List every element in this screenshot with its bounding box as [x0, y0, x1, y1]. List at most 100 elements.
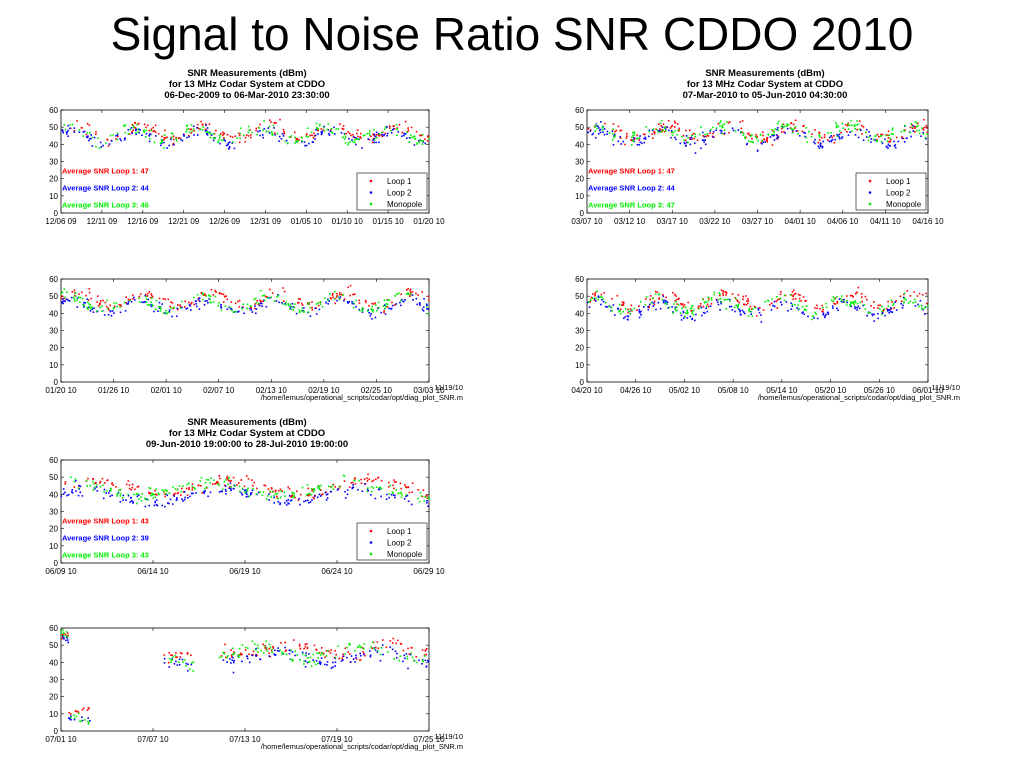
data-point [392, 127, 395, 130]
data-point [697, 305, 700, 308]
data-point [137, 123, 140, 125]
data-point [747, 298, 749, 300]
data-point [795, 130, 798, 132]
data-point [903, 296, 905, 299]
legend-marker [868, 179, 872, 183]
data-point [222, 139, 224, 141]
data-point [137, 485, 140, 488]
data-point [113, 302, 115, 304]
data-point [150, 128, 153, 130]
data-point [309, 315, 312, 317]
data-point [614, 130, 616, 133]
data-point [62, 298, 64, 300]
data-point [352, 484, 354, 486]
data-point [269, 646, 272, 648]
data-point [890, 299, 893, 301]
data-point [163, 141, 165, 144]
data-point [170, 661, 172, 663]
data-point [166, 147, 168, 149]
x-tick-label: 06/29 10 [413, 567, 445, 576]
data-point [130, 497, 132, 499]
data-point [273, 502, 275, 504]
data-point [231, 136, 234, 138]
data-point [642, 133, 645, 136]
data-point [265, 648, 268, 651]
data-point [836, 302, 839, 304]
data-point [755, 133, 757, 136]
data-point [217, 305, 219, 307]
data-point [791, 305, 794, 307]
data-point [229, 658, 231, 660]
data-point [319, 301, 322, 303]
data-point [205, 478, 208, 481]
data-point [155, 493, 157, 496]
data-point [212, 294, 215, 296]
data-point [409, 289, 412, 292]
data-point [371, 480, 373, 483]
data-point [413, 144, 416, 146]
data-point [850, 119, 852, 122]
data-point [240, 653, 242, 655]
data-point [237, 132, 240, 135]
data-point [758, 311, 761, 314]
plot-area [60, 627, 430, 732]
data-point [175, 136, 177, 139]
data-point [360, 654, 362, 657]
data-point [685, 135, 688, 137]
legend-entry: Loop 1 [387, 527, 412, 536]
data-point [887, 300, 889, 303]
figure-title: SNR Measurements (dBm) [187, 417, 306, 428]
data-point [814, 311, 817, 314]
data-point [145, 132, 148, 135]
series-monopole [588, 290, 929, 321]
data-point [110, 140, 113, 142]
data-point [254, 303, 256, 305]
x-tick-label: 02/13 10 [256, 386, 288, 395]
data-point [427, 136, 430, 139]
data-point [332, 483, 335, 486]
data-point [894, 144, 897, 146]
data-point [139, 301, 141, 303]
data-point [92, 489, 95, 491]
data-point [873, 307, 875, 309]
data-point [92, 478, 94, 480]
data-point [782, 123, 785, 125]
data-point [281, 653, 283, 655]
data-point [640, 314, 642, 316]
scatter-points [61, 118, 430, 150]
data-point [843, 298, 845, 301]
data-point [146, 498, 148, 501]
data-point [787, 310, 789, 312]
data-point [349, 284, 352, 287]
x-tick-label: 06/01 10 [912, 386, 944, 395]
data-point [923, 313, 926, 315]
data-point [723, 133, 725, 135]
data-point [128, 484, 131, 486]
data-point [263, 294, 266, 297]
data-point [315, 129, 317, 131]
data-point [222, 133, 225, 136]
data-point [103, 491, 105, 493]
data-point [198, 308, 201, 310]
data-point [394, 304, 396, 306]
x-tick-label: 06/19 10 [229, 567, 261, 576]
data-point [682, 311, 685, 314]
data-point [189, 668, 191, 670]
data-point [273, 122, 276, 124]
data-point [151, 296, 154, 298]
data-point [254, 649, 257, 651]
data-point [181, 498, 183, 500]
data-point [163, 134, 166, 136]
footer-path: /home/lemus/operational_scripts/codar/op… [261, 393, 463, 402]
y-tick-label: 20 [49, 693, 58, 702]
data-point [99, 482, 101, 484]
data-point [862, 126, 865, 128]
data-point [402, 649, 405, 652]
data-point [223, 652, 225, 655]
data-point [713, 291, 716, 294]
data-point [594, 294, 596, 297]
data-point [271, 648, 273, 651]
data-point [174, 654, 177, 657]
data-point [411, 294, 414, 296]
data-point [606, 306, 608, 308]
